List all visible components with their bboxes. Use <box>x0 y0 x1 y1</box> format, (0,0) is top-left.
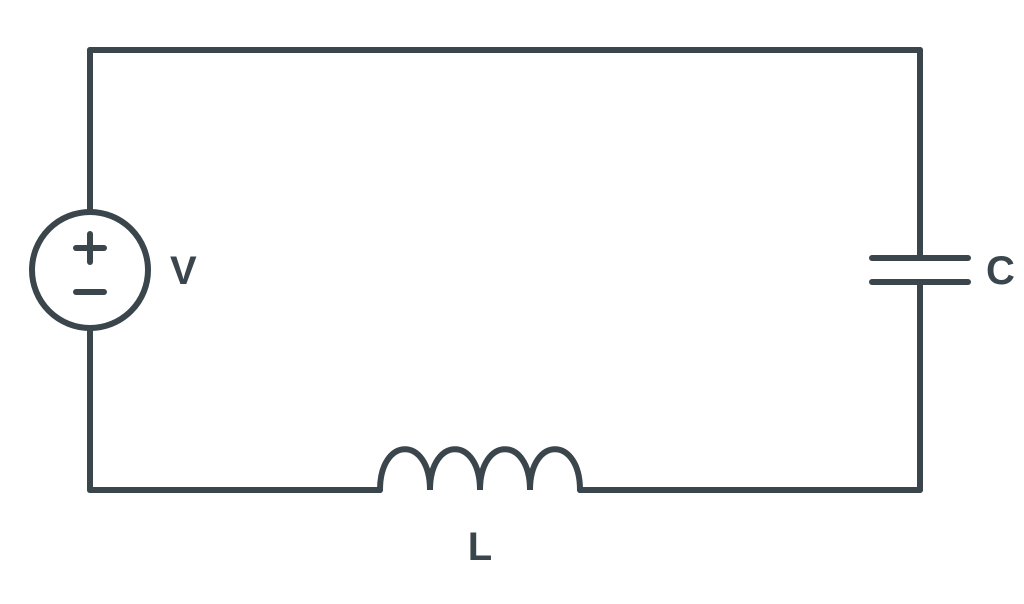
circuit-wires <box>90 50 920 490</box>
capacitor <box>872 258 968 282</box>
voltage-source-label: V <box>170 249 197 293</box>
inductor <box>380 449 580 490</box>
inductor-label: L <box>468 525 492 569</box>
capacitor-label: C <box>986 249 1015 293</box>
voltage-source <box>32 212 148 328</box>
lc-circuit-diagram: V C L <box>0 0 1024 604</box>
